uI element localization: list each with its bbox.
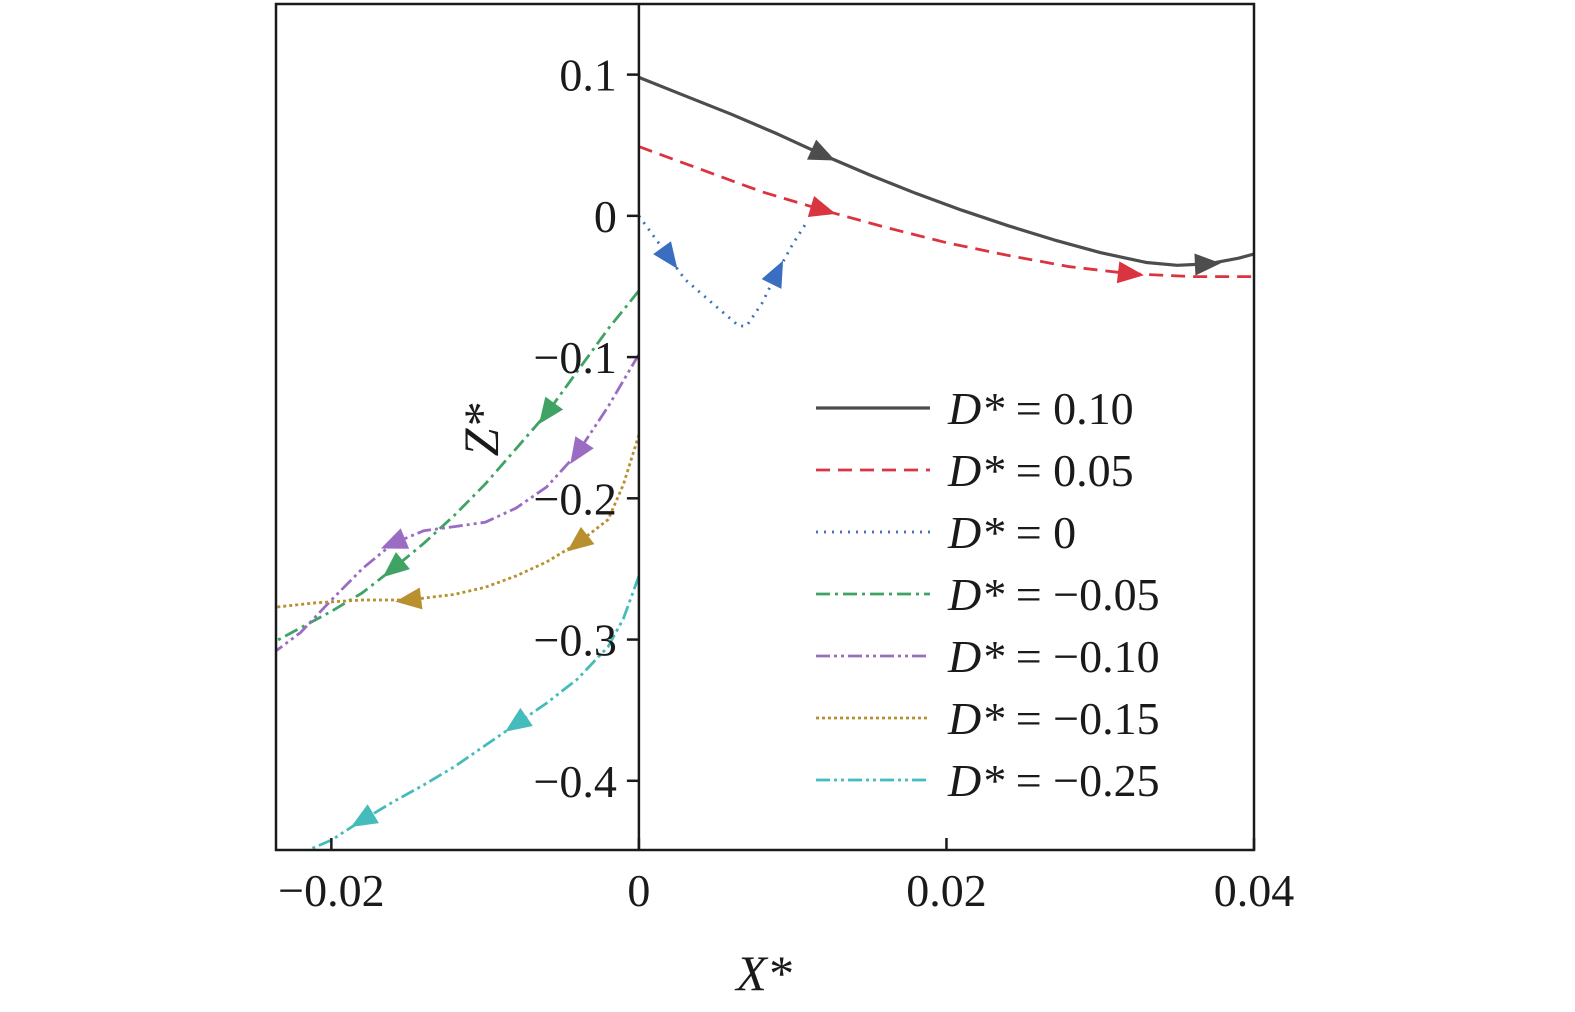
y-tick-label: −0.1: [533, 332, 616, 383]
y-axis-title: Z*: [453, 404, 509, 457]
series-arrow-4: [380, 528, 410, 549]
series-arrow-5: [395, 587, 423, 610]
legend-label-2: D* = 0: [947, 507, 1076, 558]
x-tick-label: 0: [627, 865, 650, 916]
y-tick-label: −0.4: [533, 756, 616, 807]
legend-label-0: D* = 0.10: [947, 383, 1134, 434]
arrow-layer: [350, 139, 1221, 827]
series-arrow-3: [382, 552, 410, 578]
series-arrow-4: [570, 436, 594, 464]
y-axis-ticks: 0.1 0 −0.1 −0.2 −0.3 −0.4: [533, 50, 639, 807]
series-arrow-0: [1194, 253, 1221, 276]
y-tick-label: −0.3: [533, 615, 616, 666]
legend-label-1: D* = 0.05: [947, 445, 1134, 496]
series-line-2: [637, 215, 810, 328]
series-arrow-2: [761, 260, 784, 289]
series-arrow-0: [806, 139, 836, 161]
plot-frame: [274, 2, 1256, 852]
y-tick-label: 0: [594, 191, 617, 242]
x-axis-ticks: −0.02 0 0.02 0.04: [278, 838, 1294, 916]
legend-label-4: D* = −0.10: [947, 631, 1160, 682]
series-arrow-2: [653, 241, 678, 269]
series-line-0: [638, 75, 1254, 267]
series-arrow-6: [505, 707, 533, 732]
series-arrow-3: [538, 396, 564, 425]
x-axis-title: X*: [734, 945, 792, 1001]
legend-label-3: D* = −0.05: [947, 569, 1160, 620]
series-arrow-6: [350, 804, 379, 827]
series-arrow-5: [567, 526, 595, 552]
x-tick-label: 0.04: [1214, 865, 1295, 916]
series-arrow-1: [1116, 261, 1144, 284]
legend-label-6: D* = −0.25: [947, 755, 1160, 806]
legend-label-5: D* = −0.15: [947, 693, 1160, 744]
series-arrow-1: [807, 195, 836, 218]
x-tick-label: −0.02: [278, 865, 384, 916]
legend: D* = 0.10 D* = 0.05 D* = 0 D* = −0.05 D* = −…: [816, 383, 1160, 806]
series-line-1: [638, 145, 1254, 278]
y-tick-label: −0.2: [533, 473, 616, 524]
y-tick-label: 0.1: [559, 50, 617, 101]
x-tick-label: 0.02: [906, 865, 987, 916]
series-line-3: [276, 289, 640, 643]
